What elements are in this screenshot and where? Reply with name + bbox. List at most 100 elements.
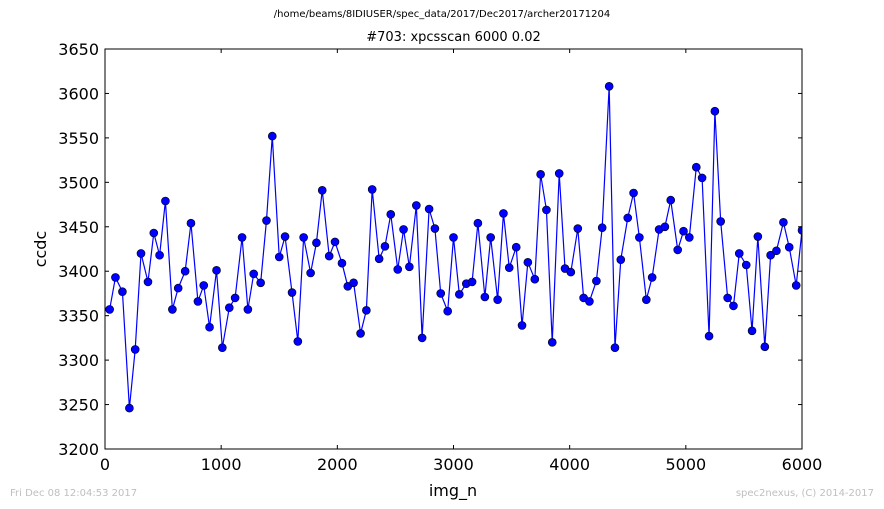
data-point [642, 295, 651, 304]
y-tick-label: 3250 [58, 396, 99, 415]
data-point [753, 232, 763, 241]
data-point [205, 322, 214, 332]
data-point [256, 278, 265, 288]
data-point [330, 237, 340, 247]
data-point [449, 233, 458, 242]
data-point [797, 226, 802, 235]
data-point [697, 173, 707, 183]
credit-footer: spec2nexus, (C) 2014-2017 [735, 488, 874, 499]
data-point [143, 277, 153, 287]
y-tick-label: 3550 [58, 129, 99, 148]
figure-suptitle: /home/beams/8IDIUSER/spec_data/2017/Dec2… [273, 9, 611, 20]
data-point [130, 345, 140, 354]
data-point [710, 106, 720, 116]
data-point [747, 326, 757, 336]
timestamp-footer: Fri Dec 08 12:04:53 2017 [10, 488, 138, 499]
x-tick-label: 4000 [549, 455, 590, 474]
data-point [199, 281, 209, 290]
data-point [635, 233, 644, 242]
data-point [218, 343, 227, 352]
data-point [666, 195, 676, 205]
data-point [554, 169, 564, 178]
data-point [480, 292, 490, 302]
data-point [237, 233, 247, 242]
data-point [493, 295, 502, 304]
plot-title: #703: xpcsscan 6000 0.02 [366, 30, 541, 45]
y-tick-label: 3500 [58, 173, 99, 192]
data-point [723, 293, 732, 303]
data-point [536, 170, 545, 179]
x-tick-label: 0 [100, 455, 110, 474]
data-point [424, 204, 434, 214]
y-axis-label: ccdc [31, 231, 50, 268]
data-point [734, 249, 744, 258]
data-point [349, 278, 358, 288]
data-point [367, 185, 377, 194]
x-axis-label: img_n [429, 481, 477, 501]
data-point [660, 222, 670, 232]
data-point [324, 251, 334, 261]
data-point [547, 338, 557, 347]
data-point [306, 268, 315, 278]
x-tick-label: 1000 [201, 455, 242, 474]
data-point [287, 288, 297, 297]
x-tick-label: 6000 [782, 455, 823, 474]
data-point [597, 223, 607, 232]
data-point [249, 269, 258, 279]
data-point [337, 258, 347, 268]
data-point [623, 213, 633, 223]
y-tick-label: 3300 [58, 351, 99, 370]
data-point [517, 321, 527, 330]
y-tick-label: 3200 [58, 440, 99, 459]
data-point [118, 287, 127, 296]
data-point [523, 258, 533, 267]
data-point [243, 305, 253, 314]
data-point [455, 290, 464, 299]
data-point [105, 305, 114, 314]
data-point [443, 306, 452, 316]
data-point [760, 342, 770, 352]
data-point [704, 331, 714, 341]
y-tick-label: 3650 [58, 40, 99, 59]
data-point [592, 276, 601, 286]
data-point [230, 293, 240, 303]
data-point [125, 403, 134, 413]
data-point [149, 228, 159, 238]
data-point [629, 188, 638, 198]
data-point [610, 343, 620, 352]
data-point [212, 266, 221, 275]
x-tick-label: 5000 [665, 455, 706, 474]
data-point [685, 233, 694, 242]
data-point [511, 242, 521, 252]
data-point [436, 289, 446, 298]
y-tick-label: 3600 [58, 84, 99, 103]
data-point [299, 233, 308, 242]
data-point [616, 255, 626, 264]
data-point [741, 260, 751, 270]
data-point [225, 303, 234, 312]
data-point [374, 254, 384, 264]
x-tick-label: 2000 [317, 455, 358, 474]
data-point [673, 245, 683, 255]
data-point [356, 329, 365, 338]
data-point [393, 265, 403, 274]
data-point [467, 277, 477, 287]
series-line [109, 86, 802, 409]
data-point [186, 218, 196, 228]
data-point [573, 224, 583, 233]
data-point [784, 242, 794, 252]
axes-frame [104, 48, 803, 450]
data-point [136, 249, 146, 258]
data-point [691, 162, 701, 172]
y-tick-label: 3350 [58, 307, 99, 326]
data-point [530, 274, 540, 284]
data-point [542, 205, 551, 215]
data-point [193, 297, 203, 306]
data-point [791, 281, 801, 290]
data-point [405, 262, 414, 272]
data-point [312, 238, 321, 248]
data-point [504, 263, 514, 272]
data-point [155, 250, 164, 260]
x-tick-label: 3000 [433, 455, 474, 474]
